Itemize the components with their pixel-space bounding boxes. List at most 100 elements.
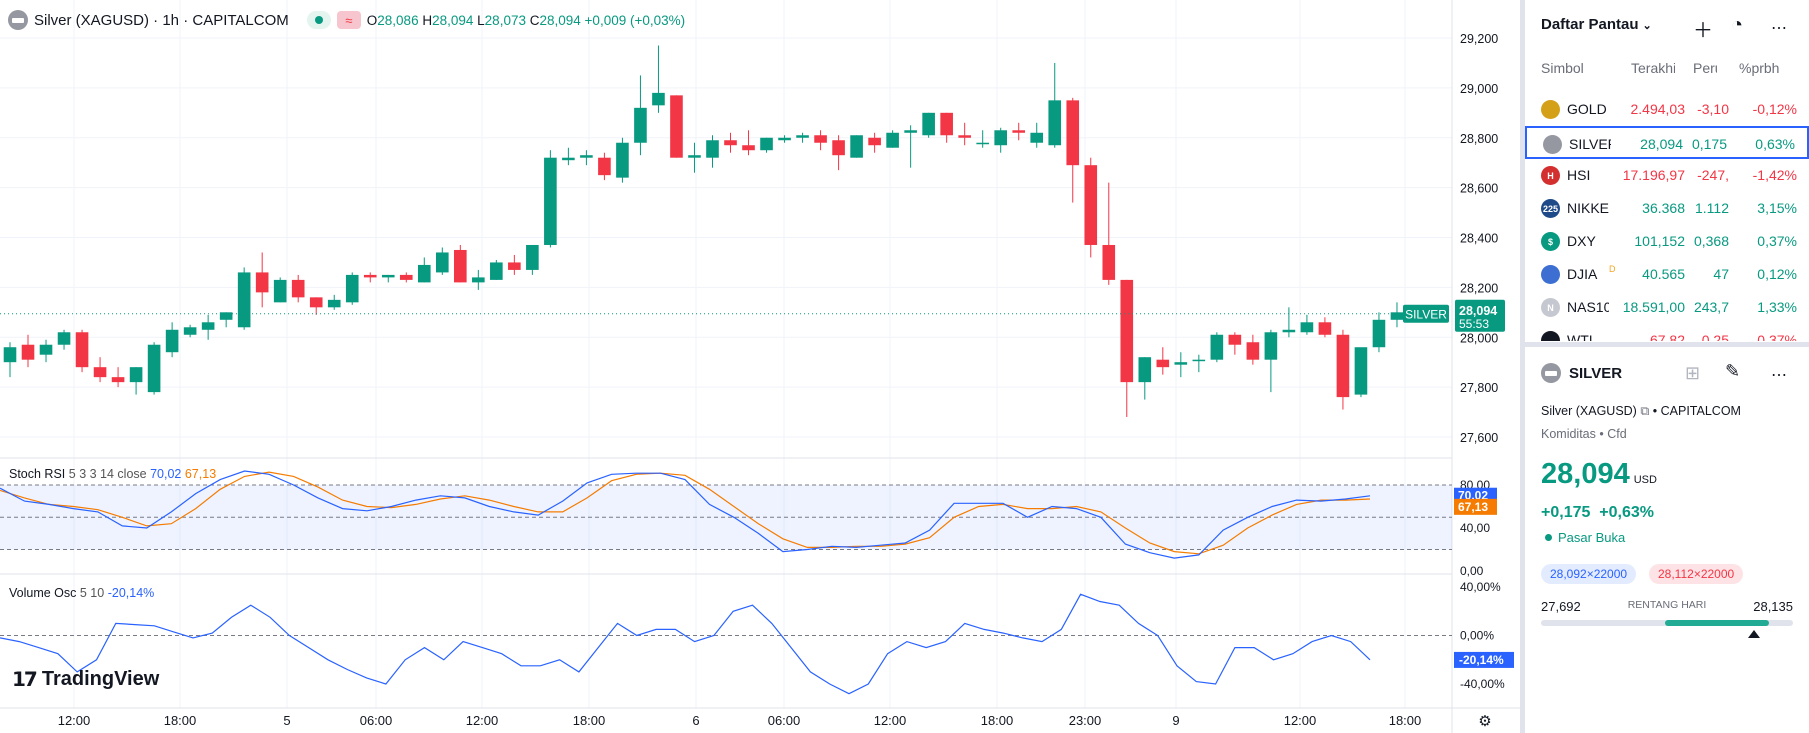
stoch-tick-label: 40,00 [1460, 521, 1490, 535]
data-problem-icon[interactable]: ≈ [336, 11, 361, 29]
candle-body [129, 367, 143, 383]
row-last: 28,094 [1640, 136, 1683, 152]
col-pct[interactable]: %prbh [1739, 60, 1780, 76]
row-last: 17.196,97 [1622, 167, 1685, 183]
last-price: 28,094 USD [1541, 458, 1657, 490]
row-symbol: NIKKEI [1567, 200, 1609, 216]
layout-grid-icon[interactable]: ⊞ [1685, 363, 1701, 383]
more-options-icon[interactable]: ⋯ [1771, 20, 1787, 37]
candle-body [21, 344, 35, 360]
day-range-fill [1665, 620, 1769, 626]
volume-osc-legend[interactable]: Volume Osc 5 10 -20,14% [9, 586, 155, 600]
exchange-separator: • [1652, 404, 1658, 418]
time-tick-label: 18:00 [1389, 713, 1422, 728]
candle-body [1372, 319, 1386, 348]
row-pct: 0,63% [1755, 136, 1795, 152]
price-tick-label: 28,800 [1460, 132, 1498, 146]
symbol-description: Silver (XAGUSD) ⧉ • CAPITALCOM [1541, 404, 1741, 418]
row-symbol: HSI [1567, 167, 1591, 183]
candle-body [1390, 312, 1404, 320]
watchlist-panel: Daftar Pantau⌄ ＋ ◔ ⋯ Simbol Terakhir Per… [1525, 0, 1809, 733]
chart-pane[interactable]: 29,200 29,000 28,800 28,600 28,400 28,200 28,0… [0, 0, 1520, 733]
candle-body [706, 140, 719, 158]
time-tick-label: 12:00 [1284, 713, 1317, 728]
price-change: +0,175 +0,63% [1541, 504, 1654, 521]
candle-body [111, 377, 125, 383]
row-symbol: WTI [1567, 332, 1593, 341]
row-change: 243,7 [1693, 299, 1729, 315]
tradingview-logo-icon: 𝟭𝟳 [12, 669, 38, 691]
symbol-title[interactable]: Silver (XAGUSD) · 1h · CAPITALCOM [34, 11, 289, 29]
candle-body [1048, 100, 1062, 146]
stoch-k-line [0, 470, 1371, 559]
col-symbol[interactable]: Simbol [1541, 60, 1584, 76]
market-status[interactable]: Pasar Buka [1545, 530, 1625, 545]
candle-body [1156, 359, 1170, 368]
candle-body [417, 264, 431, 283]
candle-body [75, 332, 89, 368]
row-pct: 1,33% [1757, 299, 1797, 315]
price-tick-label: 28,000 [1460, 331, 1498, 345]
watchlist-row-hsi[interactable]: H HSI 17.196,97 -247, -1,42% [1525, 159, 1809, 192]
edit-icon[interactable]: ✎ [1725, 361, 1741, 381]
watchlist-title[interactable]: Daftar Pantau ⌄ [1541, 16, 1652, 33]
day-high: 28,135 [1753, 599, 1793, 614]
row-last: 18.591,00 [1622, 299, 1685, 315]
details-header: SILVER [1541, 363, 1622, 383]
stoch-rsi-legend[interactable]: Stoch RSI 5 3 3 14 close 70,02 67,13 [9, 467, 217, 481]
market-open-indicator-icon[interactable] [306, 11, 331, 29]
candlestick-series [3, 45, 1440, 418]
price-tick-label: 29,200 [1460, 32, 1498, 46]
candle-body [381, 274, 395, 278]
candle-body [796, 135, 809, 138]
external-link-icon[interactable]: ⧉ [1640, 404, 1650, 418]
row-symbol: GOLD [1567, 101, 1607, 117]
candle-body [904, 130, 917, 133]
watchlist-row-dxy[interactable]: $ DXY 101,152 0,368 0,37% [1525, 225, 1809, 258]
time-tick-label: 18:00 [164, 713, 197, 728]
candle-body [1084, 165, 1098, 245]
watchlist-row-silver[interactable]: SILVER 28,094 0,175 0,63% [1525, 126, 1809, 159]
candle-body [760, 137, 773, 151]
watchlist-row-nas100[interactable]: N NAS100 18.591,00 243,7 1,33% [1525, 291, 1809, 324]
watchlist-row-djia[interactable]: DJIA D 40.565 47 0,12% [1525, 258, 1809, 291]
candle-body [742, 145, 755, 151]
pane-divider[interactable] [1520, 0, 1525, 733]
chart-settings-icon[interactable]: ⚙ [1478, 713, 1491, 730]
silver-logo-icon [1541, 363, 1561, 383]
candle-body [201, 322, 215, 330]
row-symbol: NAS100 [1567, 299, 1609, 315]
candle-body [255, 272, 269, 293]
price-tick-label: 28,200 [1460, 281, 1498, 295]
price-tick-label: 29,000 [1460, 82, 1498, 96]
delayed-data-badge[interactable]: D [1609, 264, 1616, 274]
candle-body [832, 140, 845, 156]
price-tick-label: 28,400 [1460, 232, 1498, 246]
current-price-label-bg [1455, 299, 1505, 332]
more-options-icon[interactable]: ⋯ [1771, 367, 1787, 384]
symbol-details-panel: SILVER ⊞ ✎ ⋯ Silver (XAGUSD) ⧉ • CAPITAL… [1525, 347, 1809, 733]
gold-logo-icon [1541, 100, 1560, 119]
col-change[interactable]: Perub [1693, 60, 1717, 76]
watchlist-row-nikkei[interactable]: 225 NIKKEI 36.368 1.112 3,15% [1525, 192, 1809, 225]
watchlist-row-gold[interactable]: GOLD 2.494,03 -3,10 -0,12% [1525, 93, 1809, 126]
stoch-d-value: 67,13 [184, 467, 217, 481]
col-last[interactable]: Terakhir [1631, 60, 1675, 76]
candle-body [1354, 347, 1368, 395]
time-tick-label: 12:00 [58, 713, 91, 728]
tradingview-logo[interactable]: 𝟭𝟳 TradingView [12, 668, 160, 691]
day-low: 27,692 [1541, 599, 1581, 614]
vosc-tick-label: 0,00% [1460, 629, 1494, 643]
vosc-tick-label: 40,00% [1460, 580, 1501, 594]
watchlist-row-wti[interactable]: WTI 67,82 0,25 0,37% [1525, 324, 1809, 341]
candle-body [1282, 329, 1296, 333]
nikkei-logo-icon: 225 [1541, 199, 1560, 218]
row-pct: 3,15% [1757, 200, 1797, 216]
row-pct: 0,12% [1757, 266, 1797, 282]
candle-body [435, 252, 449, 273]
panel-divider[interactable] [1525, 342, 1809, 347]
add-symbol-icon[interactable]: ＋ [1693, 20, 1713, 42]
chart-canvas[interactable]: 29,200 29,000 28,800 28,600 28,400 28,200 28,0… [0, 0, 1520, 733]
candle-body [994, 130, 1008, 146]
advanced-view-icon[interactable]: ◔ [1731, 14, 1744, 36]
